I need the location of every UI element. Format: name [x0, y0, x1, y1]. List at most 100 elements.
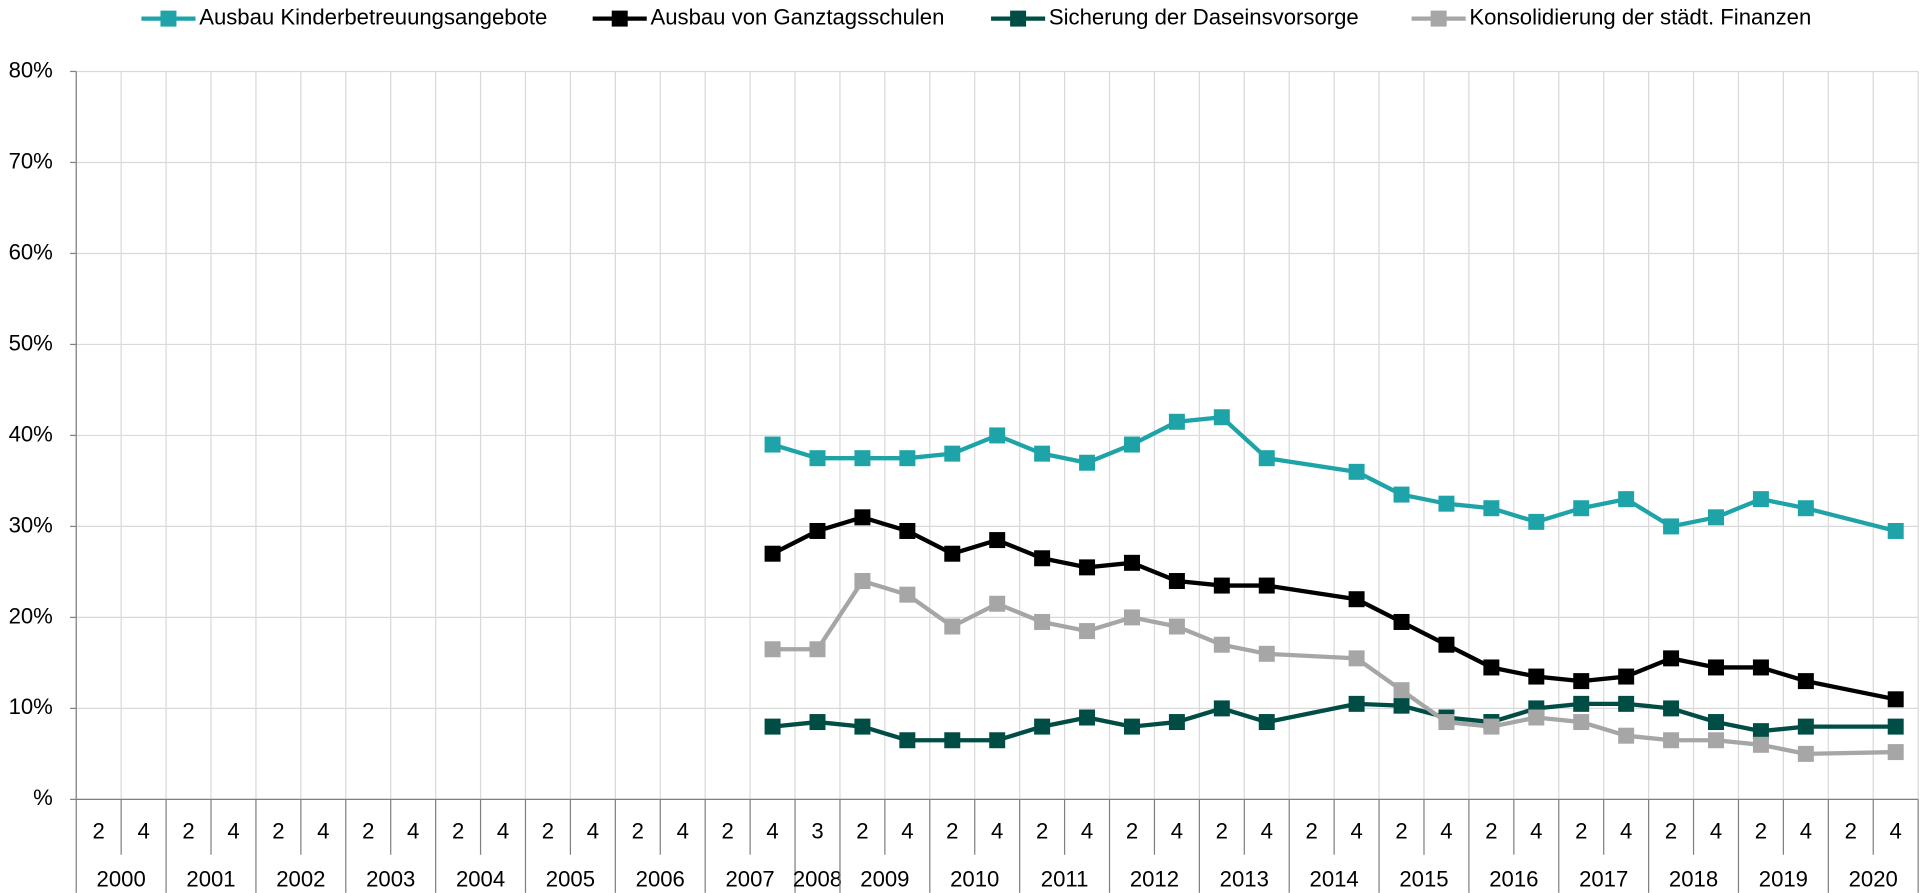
- series-line-segment: [1264, 456, 1359, 474]
- series-line-segment: [1264, 701, 1359, 725]
- data-point: [899, 732, 916, 749]
- data-point: [1887, 691, 1904, 708]
- x-group-label: 2005: [546, 866, 595, 891]
- y-tick-label: 50%: [9, 330, 53, 355]
- x-tick-label: 4: [1440, 818, 1452, 843]
- legend-label: Ausbau Kinderbetreuungsangebote: [199, 4, 547, 29]
- data-point: [1168, 413, 1185, 430]
- x-tick-label: 4: [1800, 818, 1812, 843]
- y-tick-label: 70%: [9, 148, 53, 173]
- data-point: [944, 545, 961, 562]
- data-point: [1438, 714, 1455, 731]
- series-line-segment: [1803, 506, 1898, 534]
- data-point: [1123, 718, 1140, 735]
- data-point: [809, 522, 826, 539]
- data-point: [1258, 577, 1275, 594]
- data-point: [944, 445, 961, 462]
- x-tick-label: 2: [1575, 818, 1587, 843]
- x-group-label: 2012: [1130, 866, 1179, 891]
- x-group-label: 2016: [1489, 866, 1538, 891]
- series-line-segment: [815, 578, 865, 652]
- data-point: [989, 427, 1006, 444]
- data-point: [1708, 714, 1724, 731]
- y-tick-label: 10%: [9, 694, 53, 719]
- y-tick-label: %: [33, 785, 53, 810]
- legend-marker: [611, 10, 628, 27]
- x-group-label: 2006: [636, 866, 685, 891]
- x-tick-label: 4: [407, 818, 419, 843]
- x-tick-label: 4: [1261, 818, 1273, 843]
- x-tick-label: 4: [1710, 818, 1722, 843]
- data-point: [764, 641, 781, 658]
- x-tick-label: 4: [766, 818, 778, 843]
- legend-marker: [160, 10, 177, 27]
- data-point: [1079, 454, 1096, 471]
- x-tick-label: 2: [1126, 818, 1138, 843]
- data-point: [1663, 700, 1680, 717]
- data-point: [1348, 591, 1365, 608]
- data-point: [1034, 550, 1051, 567]
- data-point: [899, 450, 916, 467]
- x-tick-label: 4: [901, 818, 913, 843]
- x-group-label: 2019: [1759, 866, 1808, 891]
- x-tick-label: 2: [1755, 818, 1767, 843]
- data-point: [1034, 718, 1051, 735]
- data-point: [1797, 500, 1814, 517]
- data-point: [1663, 650, 1680, 667]
- x-tick-label: 2: [721, 818, 733, 843]
- data-point: [1573, 714, 1590, 731]
- data-point: [1752, 723, 1769, 740]
- x-tick-label: 2: [1216, 818, 1228, 843]
- legend-label: Ausbau von Ganztagsschulen: [650, 4, 944, 29]
- series-line-segment: [1803, 749, 1898, 757]
- data-point: [1258, 450, 1275, 467]
- legend-label: Sicherung der Daseinsvorsorge: [1049, 4, 1359, 29]
- y-tick-label: 60%: [9, 239, 53, 264]
- data-point: [1663, 732, 1680, 749]
- data-point: [854, 718, 871, 735]
- data-point: [1348, 463, 1365, 480]
- legend-marker: [1430, 10, 1447, 27]
- y-tick-label: 20%: [9, 603, 53, 628]
- data-point: [944, 618, 961, 635]
- data-point: [989, 532, 1006, 549]
- y-tick-label: 40%: [9, 421, 53, 446]
- data-point: [809, 450, 826, 467]
- x-group-label: 2007: [725, 866, 774, 891]
- legend-label: Konsolidierung der städt. Finanzen: [1469, 4, 1811, 29]
- series-line-segment: [1264, 583, 1359, 602]
- data-point: [1079, 709, 1096, 726]
- x-group-label: 2018: [1669, 866, 1718, 891]
- data-point: [1258, 714, 1275, 731]
- x-group-label: 2020: [1849, 866, 1898, 891]
- data-point: [1797, 718, 1814, 735]
- data-point: [1708, 732, 1724, 749]
- x-tick-label: 4: [1350, 818, 1362, 843]
- data-point: [1528, 668, 1545, 685]
- data-point: [1258, 645, 1275, 662]
- x-tick-label: 2: [1395, 818, 1407, 843]
- data-point: [1797, 745, 1814, 762]
- x-group-label: 2011: [1041, 866, 1089, 891]
- data-point: [944, 732, 961, 749]
- series-line-segment: [1803, 678, 1898, 702]
- x-tick-label: 2: [1036, 818, 1048, 843]
- data-point: [899, 522, 916, 539]
- data-point: [764, 718, 781, 735]
- data-point: [1618, 668, 1635, 685]
- data-point: [1618, 491, 1635, 508]
- x-group-label: 2010: [950, 866, 999, 891]
- data-point: [1528, 513, 1545, 530]
- data-point: [1213, 409, 1230, 426]
- x-tick-label: 4: [677, 818, 689, 843]
- x-group-label: 2004: [456, 866, 505, 891]
- data-point: [1438, 495, 1455, 512]
- x-tick-label: 2: [1485, 818, 1497, 843]
- data-point: [1123, 436, 1140, 453]
- y-tick-label: 30%: [9, 512, 53, 537]
- data-point: [854, 450, 871, 467]
- x-tick-label: 3: [811, 818, 823, 843]
- data-point: [899, 586, 916, 603]
- data-point: [809, 714, 826, 731]
